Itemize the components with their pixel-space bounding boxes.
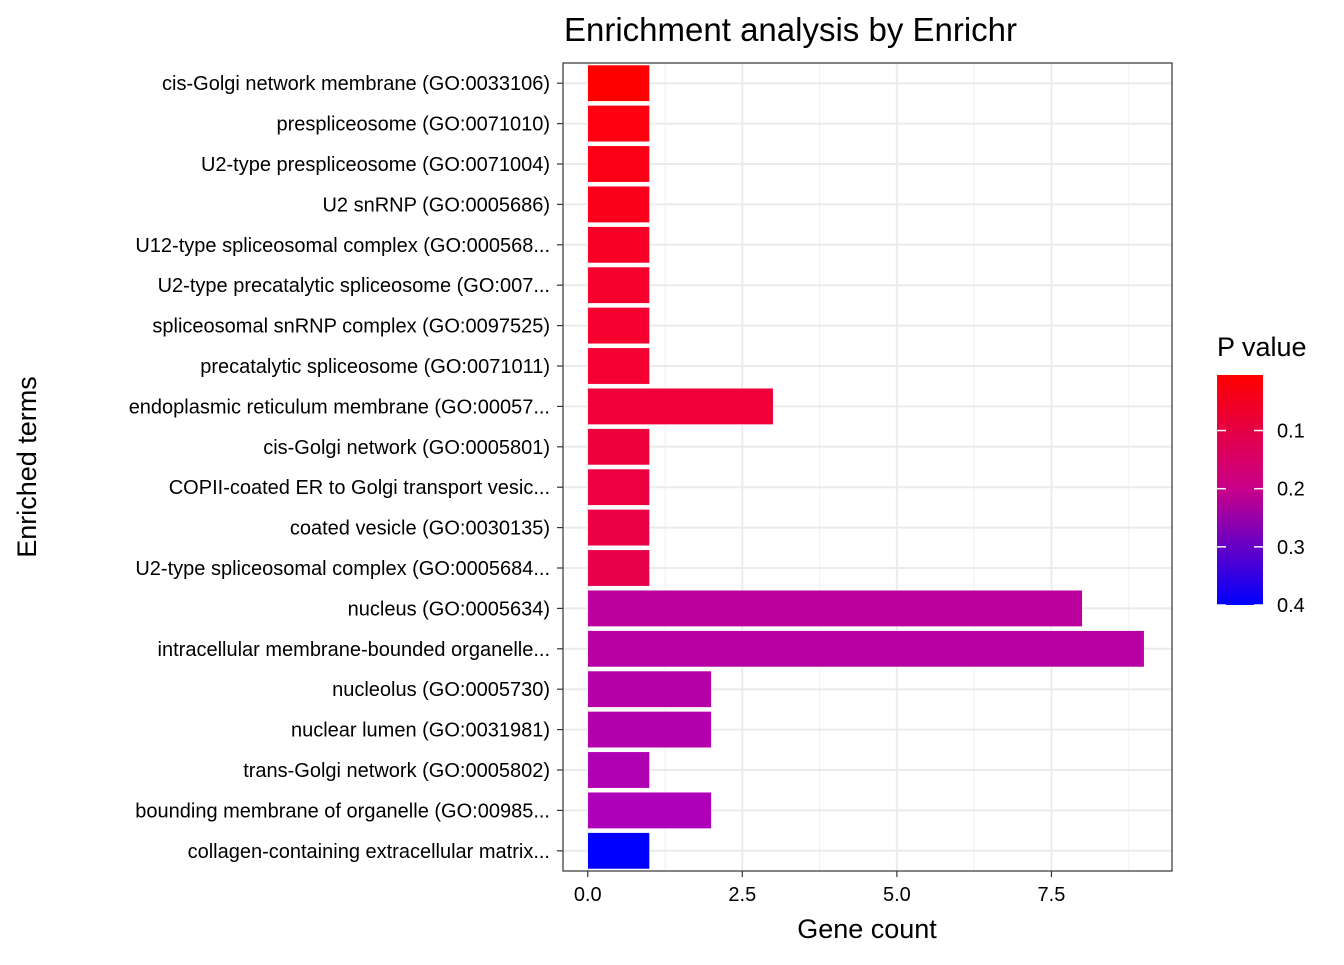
bar [587, 711, 712, 749]
y-tick-label: U12-type spliceosomal complex (GO:000568… [135, 235, 550, 257]
bar [587, 266, 650, 304]
y-tick-label: cis-Golgi network membrane (GO:0033106) [162, 73, 550, 95]
y-tick-label: spliceosomal snRNP complex (GO:0097525) [152, 316, 550, 338]
bar [587, 145, 650, 183]
bar [587, 387, 774, 425]
legend-tick-label: 0.4 [1277, 595, 1305, 617]
bar [587, 509, 650, 547]
bar [587, 791, 712, 829]
y-tick-label: U2 snRNP (GO:0005686) [322, 194, 550, 216]
x-tick-label: 0.0 [574, 884, 602, 906]
x-tick-label: 5.0 [883, 884, 911, 906]
bar [587, 428, 650, 466]
y-axis-title: Enriched terms [12, 376, 42, 558]
legend-tick-label: 0.1 [1277, 421, 1305, 443]
chart-title: Enrichment analysis by Enrichr [564, 11, 1017, 48]
x-tick-label: 2.5 [728, 884, 756, 906]
y-tick-label: prespliceosome (GO:0071010) [277, 114, 550, 136]
x-axis-title: Gene count [797, 914, 937, 944]
legend-ticks: 0.1 0.2 0.3 0.4 [1217, 421, 1305, 617]
y-tick-label: intracellular membrane-bounded organelle… [158, 639, 550, 661]
plot-panel-border [562, 62, 1173, 872]
y-tick-label: U2-type spliceosomal complex (GO:0005684… [135, 558, 550, 580]
y-tick-label: nucleus (GO:0005634) [348, 598, 550, 620]
x-tick-label: 7.5 [1038, 884, 1066, 906]
y-tick-label: bounding membrane of organelle (GO:00985… [135, 800, 550, 822]
bar [587, 226, 650, 264]
y-tick-label: collagen-containing extracellular matrix… [188, 841, 550, 863]
legend-title: P value [1217, 332, 1307, 362]
bar [587, 630, 1145, 668]
legend-colorbar [1217, 375, 1263, 605]
bar [587, 589, 1083, 627]
bar [587, 347, 650, 385]
bar [587, 307, 650, 345]
legend: P value 0.1 0.2 0.3 0.4 [1217, 332, 1307, 617]
x-axis: 0.0 2.5 5.0 7.5 [574, 871, 1066, 906]
legend-tick-label: 0.2 [1277, 479, 1305, 501]
y-tick-label: nuclear lumen (GO:0031981) [291, 720, 550, 742]
bar [587, 751, 650, 789]
bar [587, 549, 650, 587]
y-tick-label: precatalytic spliceosome (GO:0071011) [200, 356, 550, 378]
y-axis: cis-Golgi network membrane (GO:0033106) p… [129, 73, 563, 863]
y-tick-label: coated vesicle (GO:0030135) [290, 518, 550, 540]
y-tick-label: endoplasmic reticulum membrane (GO:00057… [129, 396, 550, 418]
y-tick-label: nucleolus (GO:0005730) [332, 679, 550, 701]
bar [587, 185, 650, 223]
y-tick-label: U2-type prespliceosome (GO:0071004) [201, 154, 550, 176]
bar [587, 64, 650, 102]
bars-layer [587, 64, 1145, 870]
y-tick-label: COPII-coated ER to Golgi transport vesic… [169, 477, 550, 499]
y-tick-label: U2-type precatalytic spliceosome (GO:007… [158, 275, 550, 297]
y-tick-label: cis-Golgi network (GO:0005801) [263, 437, 550, 459]
bar [587, 832, 650, 870]
bar [587, 105, 650, 143]
bar [587, 468, 650, 506]
legend-tick-label: 0.3 [1277, 537, 1305, 559]
y-tick-label: trans-Golgi network (GO:0005802) [243, 760, 550, 782]
bar [587, 670, 712, 708]
